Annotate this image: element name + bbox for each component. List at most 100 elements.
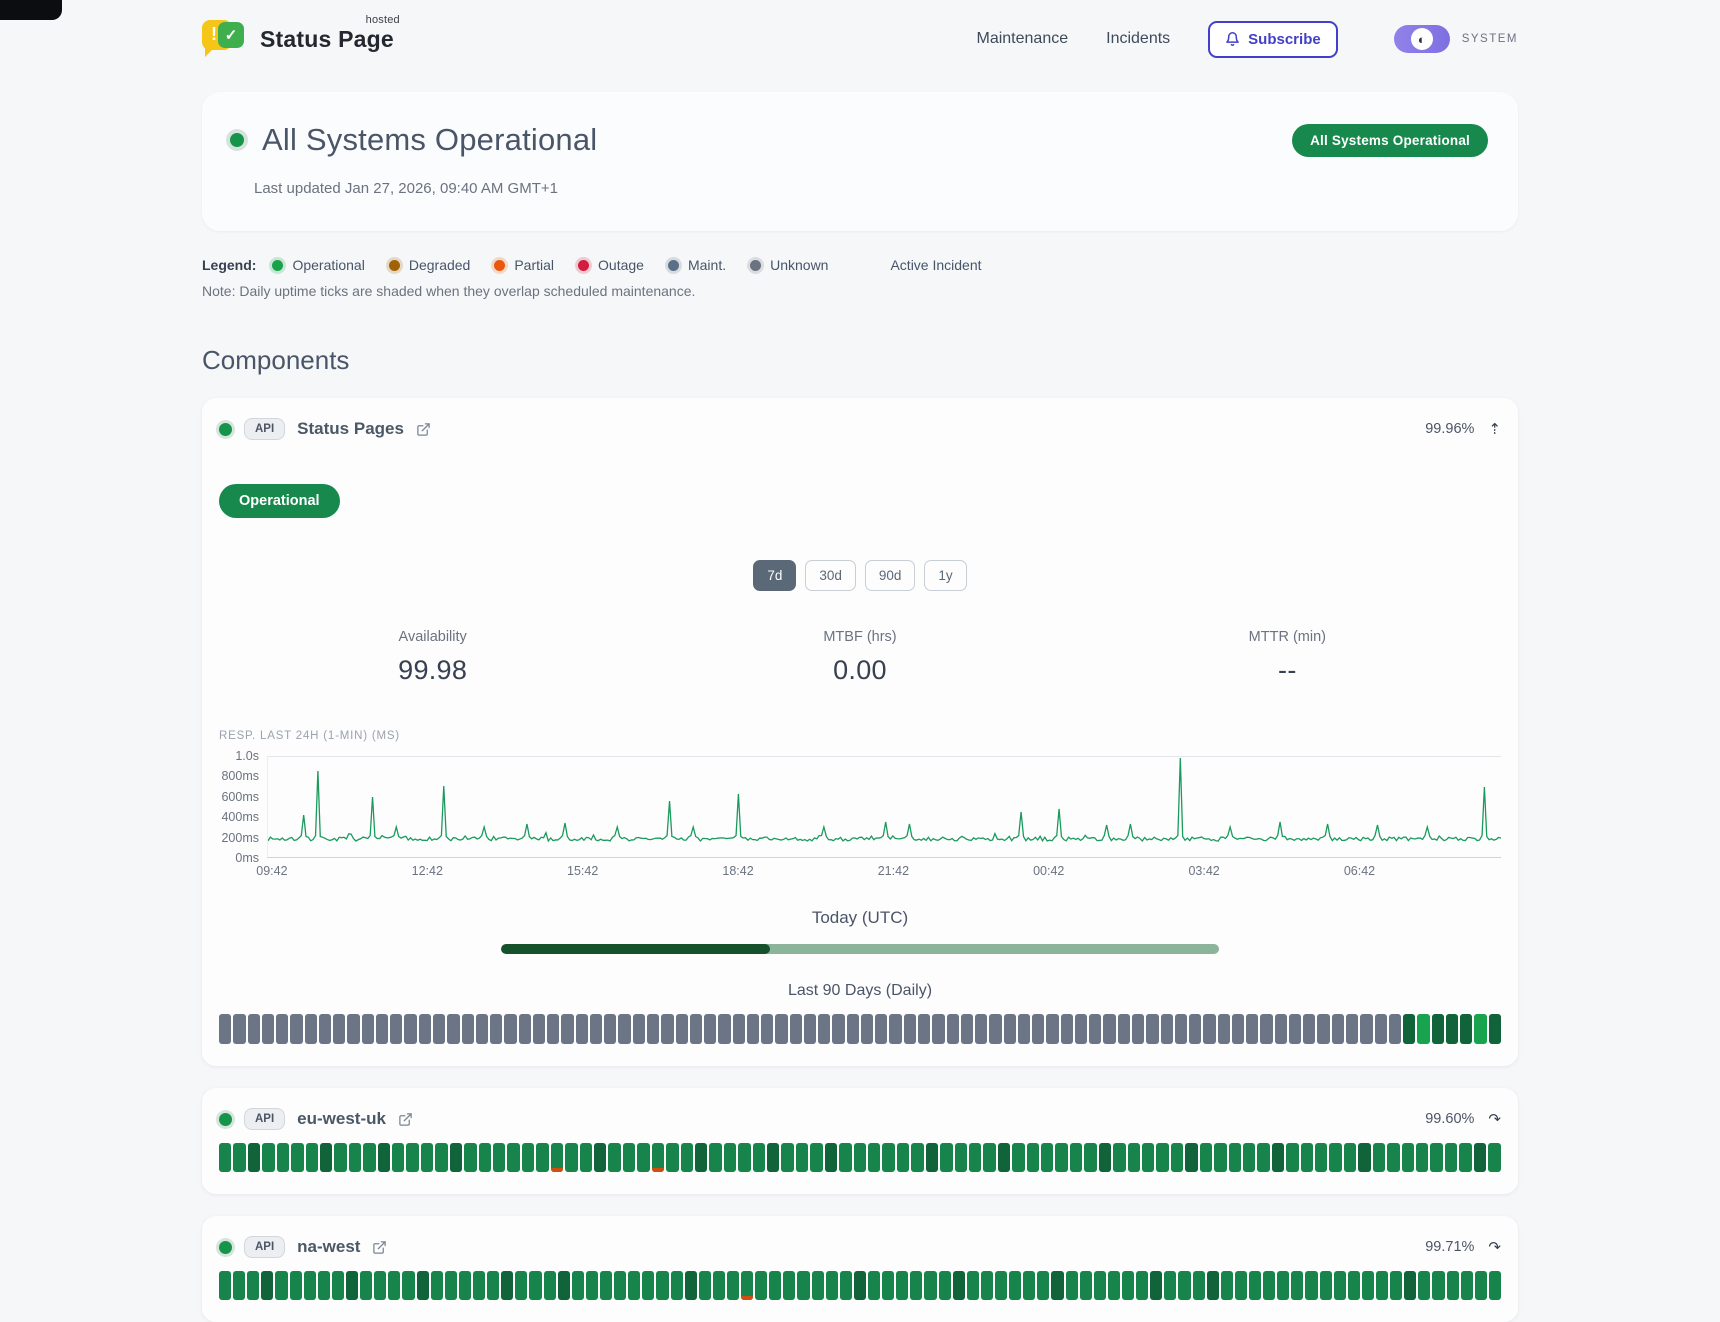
legend-title: Legend:	[202, 257, 257, 273]
uptime-day-tick	[261, 1271, 274, 1300]
uptime-day-tick	[247, 1143, 261, 1172]
external-link-icon[interactable]	[416, 422, 431, 437]
stat-mttr-min-: MTTR (min) --	[1074, 629, 1501, 686]
legend-item-label: Outage	[598, 257, 644, 273]
expand-arrow-icon[interactable]: ↷	[1488, 1238, 1501, 1256]
uptime-day-tick	[435, 1143, 448, 1172]
uptime-day-tick	[1228, 1143, 1241, 1172]
nav-incidents[interactable]: Incidents	[1106, 30, 1171, 47]
range-button-1y[interactable]: 1y	[924, 560, 967, 591]
uptime-day-tick	[561, 1014, 574, 1044]
overall-status-title: All Systems Operational	[262, 122, 598, 157]
stat-label: Availability	[398, 629, 467, 645]
uptime-day-tick	[1460, 1014, 1473, 1044]
uptime-day-tick	[529, 1271, 542, 1300]
range-button-30d[interactable]: 30d	[805, 560, 856, 591]
uptime-day-tick	[1345, 1014, 1359, 1044]
uptime-day-tick	[1046, 1014, 1059, 1044]
uptime-day-tick	[1113, 1143, 1126, 1172]
uptime-day-tick	[1246, 1014, 1259, 1044]
range-button-7d[interactable]: 7d	[753, 560, 797, 591]
expand-arrow-icon[interactable]: ↷	[1488, 1110, 1501, 1128]
component-stats: Availability 99.98 MTBF (hrs) 0.00 MTTR (min…	[219, 629, 1501, 686]
uptime-day-tick	[532, 1014, 546, 1044]
uptime-day-tick	[752, 1143, 766, 1172]
component-uptime-percent: 99.96%	[1425, 421, 1475, 437]
brand-logo-link[interactable]: ! ✓ Status Page hosted	[202, 14, 400, 58]
uptime-day-tick	[1093, 1271, 1106, 1300]
uptime-day-tick	[726, 1271, 740, 1300]
uptime-day-tick	[1231, 1014, 1245, 1044]
uptime-day-tick	[698, 1271, 711, 1300]
uptime-day-tick	[839, 1271, 852, 1300]
header: ! ✓ Status Page hosted Maintenance Incid…	[202, 0, 1518, 62]
uptime-day-tick	[604, 1014, 617, 1044]
legend-item-outage: Outage	[578, 257, 644, 273]
uptime-day-tick	[797, 1271, 810, 1300]
today-progress-label: Today (UTC)	[811, 908, 909, 927]
uptime-day-tick	[622, 1143, 636, 1172]
uptime-day-tick	[1387, 1143, 1400, 1172]
uptime-day-tick	[416, 1271, 429, 1300]
collapse-arrow-icon[interactable]: ⇡	[1488, 420, 1501, 438]
uptime-day-tick	[565, 1143, 578, 1172]
legend-active-incident: Active Incident	[890, 257, 982, 273]
uptime-day-tick	[318, 1014, 332, 1044]
uptime-day-tick	[1170, 1143, 1184, 1172]
uptime-day-tick	[418, 1014, 431, 1044]
uptime-day-tick	[1260, 1014, 1273, 1044]
uptime-day-tick	[995, 1271, 1008, 1300]
uptime-day-tick	[704, 1014, 717, 1044]
uptime-day-tick	[1361, 1271, 1374, 1300]
chart-title: RESP. LAST 24H (1-MIN) (MS)	[219, 730, 400, 742]
y-axis-tick: 800ms	[221, 769, 259, 784]
theme-toggle[interactable]: ◐	[1393, 25, 1450, 53]
uptime-day-tick	[233, 1271, 246, 1300]
uptime-day-tick	[490, 1014, 503, 1044]
component-tag-badge: API	[244, 1236, 286, 1258]
uptime-day-tick	[946, 1014, 959, 1044]
uptime-day-tick	[1160, 1014, 1173, 1044]
uptime-day-tick	[769, 1271, 782, 1300]
uptime-day-tick	[795, 1143, 809, 1172]
uptime-day-tick	[1331, 1014, 1344, 1044]
uptime-day-tick	[789, 1014, 802, 1044]
uptime-day-tick	[1156, 1143, 1169, 1172]
component-header[interactable]: API eu-west-uk 99.60% ↷	[219, 1108, 1501, 1130]
uptime-day-tick	[1185, 1143, 1198, 1172]
subscribe-button[interactable]: Subscribe	[1208, 20, 1338, 58]
component-header[interactable]: API na-west 99.71% ↷	[219, 1236, 1501, 1258]
component-header[interactable]: API Status Pages 99.96% ⇡	[219, 418, 1501, 440]
uptime-day-tick	[599, 1271, 613, 1300]
uptime-day-tick	[575, 1014, 588, 1044]
uptime-day-tick	[628, 1271, 641, 1300]
uptime-day-tick	[334, 1143, 347, 1172]
uptime-day-tick	[420, 1143, 434, 1172]
uptime-day-tick	[585, 1271, 598, 1300]
uptime-day-tick	[518, 1014, 531, 1044]
uptime-day-tick	[1248, 1271, 1262, 1300]
external-link-icon[interactable]	[372, 1240, 387, 1255]
uptime-day-tick	[475, 1014, 489, 1044]
component-status-dot	[219, 1240, 232, 1254]
legend-dot	[578, 259, 590, 271]
x-axis-tick: 09:42	[256, 864, 288, 878]
x-axis-tick: 03:42	[1188, 864, 1220, 878]
uptime-day-tick	[1017, 1014, 1031, 1044]
external-link-icon[interactable]	[398, 1112, 413, 1127]
legend-item-partial: Partial	[494, 257, 554, 273]
uptime-day-tick	[464, 1143, 477, 1172]
uptime-day-tick	[1203, 1014, 1216, 1044]
y-axis-tick: 400ms	[221, 810, 259, 825]
stat-value: 0.00	[833, 655, 887, 685]
uptime-day-tick	[853, 1271, 867, 1300]
range-button-90d[interactable]: 90d	[864, 560, 916, 591]
nav-maintenance[interactable]: Maintenance	[976, 30, 1069, 47]
uptime-day-tick	[875, 1014, 888, 1044]
uptime-day-tick	[536, 1143, 549, 1172]
uptime-day-tick	[694, 1143, 708, 1172]
stat-label: MTBF (hrs)	[823, 629, 897, 645]
uptime-day-tick	[989, 1014, 1002, 1044]
uptime-day-tick	[966, 1271, 979, 1300]
uptime-day-tick	[1305, 1271, 1318, 1300]
